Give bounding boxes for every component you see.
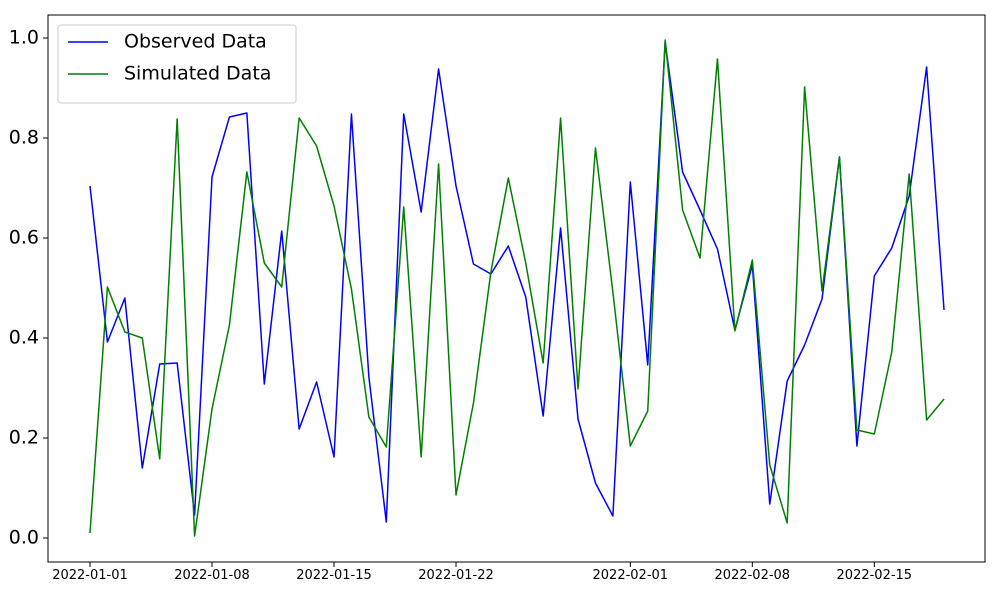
y-tick-label: 0.6: [9, 227, 39, 249]
legend-box: [57, 24, 297, 104]
y-tick-label: 0.2: [9, 427, 39, 449]
data-line: [89, 39, 945, 537]
x-tick-label: 2022-01-01: [52, 568, 128, 583]
legend: Observed Data Simulated Data: [57, 24, 297, 104]
x-tick-label: 2022-01-15: [296, 568, 372, 583]
legend-label: Observed Data: [124, 31, 267, 53]
x-tick-label: 2022-02-08: [715, 568, 791, 583]
y-tick-label: 0.8: [9, 127, 39, 149]
data-line: [89, 41, 945, 523]
x-tick-label: 2022-01-22: [418, 568, 494, 583]
y-tick-label: 0.4: [9, 327, 39, 349]
x-tick-label: 2022-01-08: [174, 568, 250, 583]
y-tick-label: 0.0: [9, 527, 39, 549]
x-tick-label: 2022-02-01: [593, 568, 669, 583]
y-tick-label: 1.0: [9, 27, 39, 49]
axes-frame: [47, 14, 986, 563]
x-tick-label: 2022-02-15: [837, 568, 913, 583]
legend-label: Simulated Data: [124, 63, 271, 85]
